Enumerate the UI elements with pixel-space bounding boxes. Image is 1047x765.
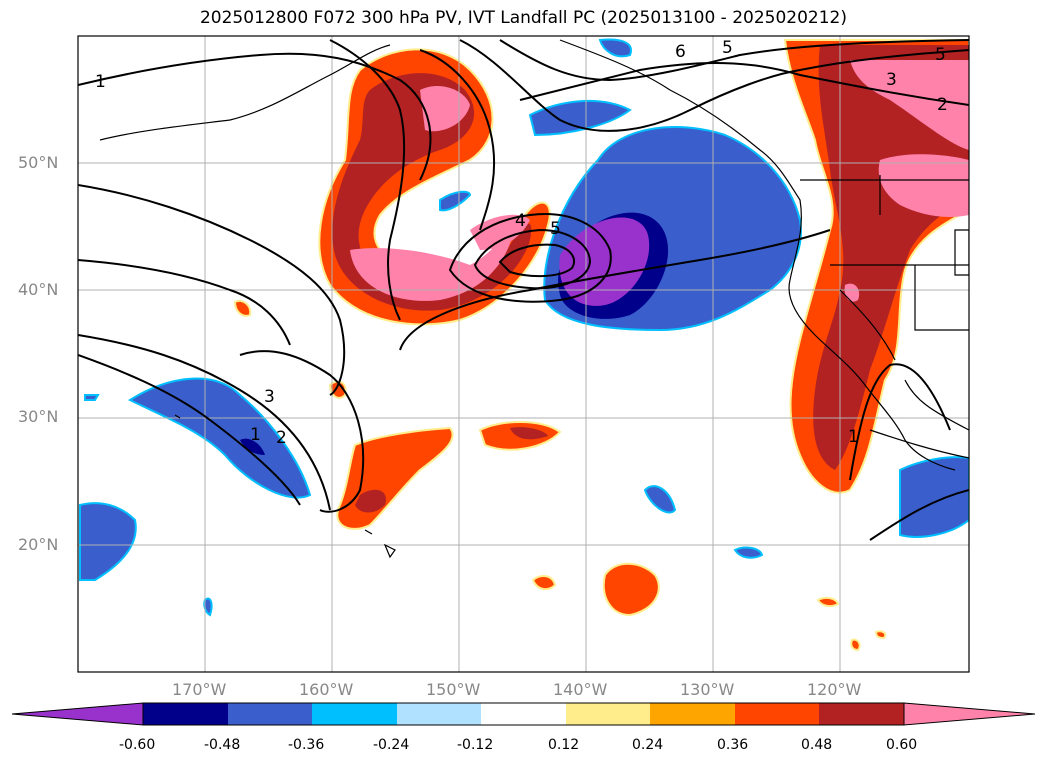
lon-label: 160°W	[299, 680, 354, 699]
colorbar-tick-label: -0.48	[204, 737, 241, 753]
colorbar-tick-label: -0.36	[288, 737, 325, 753]
graticule	[78, 36, 969, 672]
contour-label: 5	[935, 45, 946, 65]
contour-label: 4	[515, 211, 526, 231]
contour-label: 3	[264, 387, 275, 407]
contour-label: 1	[95, 72, 106, 92]
colorbar	[11, 702, 1036, 726]
colorbar-tick-label: -0.24	[373, 737, 410, 753]
colorbar-high-extend	[903, 702, 1036, 726]
lon-label: 130°W	[680, 680, 735, 699]
lon-label: 120°W	[807, 680, 862, 699]
colorbar-low-extend	[11, 702, 144, 726]
lat-label: 40°N	[18, 280, 59, 299]
positive-anomaly-shading	[233, 39, 969, 652]
colorbar-tick-label: -0.60	[119, 737, 156, 753]
plot-title: 2025012800 F072 300 hPa PV, IVT Landfall…	[199, 8, 847, 28]
colorbar-tick-label: 0.36	[717, 737, 749, 753]
lon-label: 140°W	[553, 680, 608, 699]
contour-label: 3	[886, 70, 897, 90]
contour-label: 5	[722, 38, 733, 58]
contour-labels: 1 6 5 5 3 2 4 5 3 1 2 1	[95, 38, 948, 448]
contour-label: 5	[550, 219, 561, 239]
lat-label: 30°N	[18, 407, 59, 426]
contour-label: 2	[937, 95, 948, 115]
contour-label: 2	[276, 428, 287, 448]
colorbar-tick-label: -0.12	[457, 737, 494, 753]
contour-label: 1	[848, 427, 859, 447]
colorbar-tick-label: 0.24	[632, 737, 664, 753]
colorbar-tick-label: 0.48	[801, 737, 833, 753]
contour-label: 1	[250, 425, 261, 445]
contour-label: 6	[675, 42, 686, 62]
pv-contours	[78, 39, 969, 541]
lat-label: 20°N	[18, 535, 59, 554]
colorbar-tick-label: 0.12	[548, 737, 580, 753]
colorbar-tick-label: 0.60	[886, 737, 918, 753]
lon-label: 150°W	[426, 680, 481, 699]
lon-label: 170°W	[172, 680, 227, 699]
map-frame	[77, 35, 970, 673]
lat-label: 50°N	[18, 153, 59, 172]
